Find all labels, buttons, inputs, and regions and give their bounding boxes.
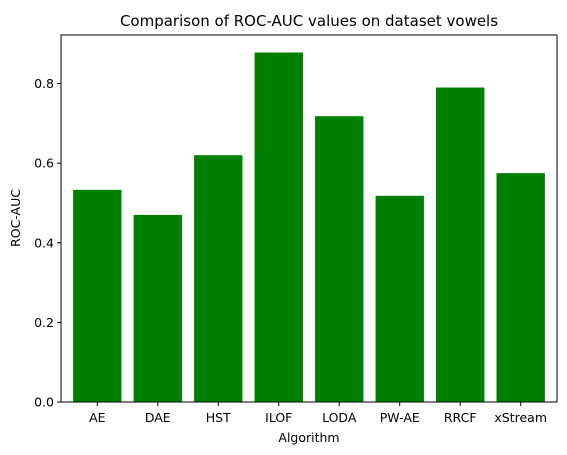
bar-ilof [254, 52, 303, 402]
bar-xstream [496, 173, 545, 402]
y-tick-label: 0.4 [34, 235, 54, 250]
y-axis-label: ROC-AUC [8, 189, 23, 247]
x-tick-label: PW-AE [380, 410, 420, 425]
bar-rrcf [436, 87, 485, 402]
bar-ae [73, 189, 122, 402]
x-tick-label: DAE [145, 410, 171, 425]
x-tick-label: xStream [494, 410, 547, 425]
x-tick-label: HST [206, 410, 231, 425]
chart-title: Comparison of ROC-AUC values on dataset … [120, 12, 498, 30]
x-tick-label: AE [89, 410, 106, 425]
x-axis-ticks: AE DAE HST ILOF LODA PW-AE RRCF xStream [89, 402, 547, 425]
bar-dae [133, 214, 182, 402]
y-tick-label: 0.2 [34, 315, 54, 330]
x-tick-label: LODA [322, 410, 357, 425]
bar-hst [194, 155, 243, 402]
y-tick-label: 0.6 [34, 156, 54, 171]
y-tick-label: 0.0 [34, 395, 54, 410]
bar-loda [315, 116, 364, 402]
y-tick-label: 0.8 [34, 76, 54, 91]
x-tick-label: ILOF [265, 410, 292, 425]
bars-group [73, 52, 545, 402]
x-axis-label: Algorithm [278, 430, 339, 445]
x-tick-label: RRCF [444, 410, 477, 425]
y-axis-ticks: 0.0 0.2 0.4 0.6 0.8 [34, 76, 61, 410]
bar-pw-ae [375, 195, 424, 402]
plot-frame [60, 34, 558, 403]
